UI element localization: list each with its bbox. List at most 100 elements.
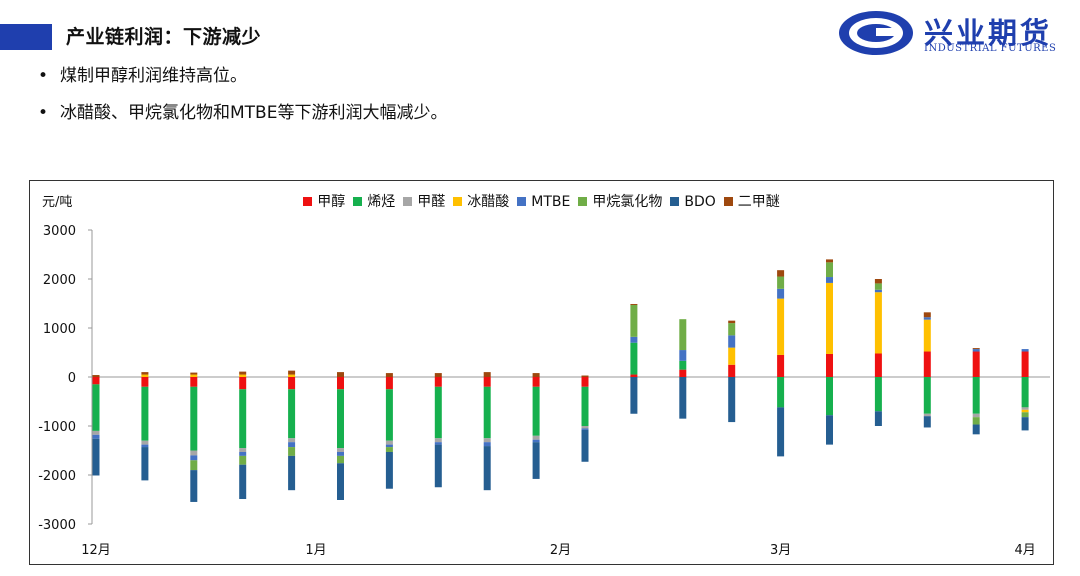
bar-segment: [92, 430, 100, 435]
x-tick-label: 1月: [305, 543, 326, 558]
bar-segment: [385, 373, 393, 377]
bar-segment: [1021, 412, 1029, 418]
bar-segment: [874, 279, 882, 284]
bar-segment: [826, 277, 833, 283]
legend-swatch: [403, 197, 413, 206]
legend-item: MTBE: [517, 194, 570, 210]
bar-segment: [434, 386, 442, 439]
bar-segment: [630, 374, 638, 377]
bar-segment: [1021, 407, 1029, 410]
bar-segment: [532, 373, 540, 377]
bar-segment: [434, 444, 442, 488]
bar-segment: [923, 319, 931, 352]
y-tick-label: 0: [68, 371, 76, 386]
bar-segment: [1021, 351, 1029, 377]
legend-swatch: [670, 197, 680, 206]
bar-segment: [483, 438, 491, 443]
bar-segment: [385, 389, 393, 441]
bar-segment: [141, 374, 149, 377]
bar-segment: [92, 375, 100, 377]
legend-swatch: [517, 197, 527, 206]
bar-segment: [1021, 417, 1029, 431]
bar-segment: [728, 347, 736, 365]
bar-segment: [434, 442, 442, 445]
bar-segment: [239, 451, 247, 456]
bar-segment: [972, 377, 980, 414]
bar-segment: [434, 377, 442, 387]
bar-segment: [728, 364, 736, 377]
x-tick-label: 12月: [81, 543, 111, 558]
bar-segment: [777, 377, 785, 408]
bar-segment: [1021, 349, 1029, 352]
company-logo: 兴业期货 INDUSTRIAL FUTURES: [836, 8, 1072, 58]
bar-segment: [288, 438, 296, 443]
bar-segment: [288, 370, 296, 375]
bar-segment: [92, 377, 100, 385]
bar-segment: [337, 377, 344, 390]
bar-segment: [972, 424, 980, 435]
bar-segment: [679, 377, 687, 419]
bar-segment: [874, 353, 882, 377]
bullet-text: 冰醋酸、甲烷氯化物和MTBE等下游利润大幅减少。: [60, 103, 448, 123]
bar-segment: [923, 416, 931, 428]
bar-segment: [483, 446, 491, 491]
legend-label: 二甲醚: [737, 194, 780, 210]
bar-segment: [92, 438, 100, 476]
y-axis-label: 元/吨: [42, 195, 73, 210]
legend-item: 二甲醚: [723, 191, 780, 211]
bar-segment: [777, 407, 785, 457]
bullet-item: • 冰醋酸、甲烷氯化物和MTBE等下游利润大幅减少。: [38, 103, 448, 123]
bar-segment: [874, 411, 882, 426]
bar-segment: [385, 447, 393, 452]
bar-segment: [532, 442, 540, 479]
bar-segment: [826, 377, 833, 416]
bar-segment: [874, 283, 882, 290]
y-tick-label: 3000: [43, 224, 76, 239]
bar-segment: [337, 463, 344, 500]
bar-segment: [337, 455, 344, 464]
bar-segment: [239, 377, 247, 390]
bar-segment: [239, 374, 247, 377]
chart-frame: 元/吨 甲醇 烯烃 甲醛 冰醋酸 MTBE 甲烷氯化物 BDO 二甲醚 -3000 -2000-…: [29, 180, 1054, 565]
bar-segment: [826, 262, 833, 278]
bar-segment: [630, 377, 638, 414]
bar-segment: [385, 444, 393, 448]
bar-segment: [1021, 377, 1029, 408]
bar-segment: [679, 360, 687, 370]
bar-segment: [679, 369, 687, 377]
bar-segment: [923, 413, 931, 417]
bar-segment: [923, 351, 931, 377]
y-tick-label: -2000: [38, 469, 76, 484]
bar-segment: [190, 377, 198, 387]
legend-swatch: [353, 197, 363, 206]
bar-segment: [434, 438, 442, 443]
chart-legend: 甲醇 烯烃 甲醛 冰醋酸 MTBE 甲烷氯化物 BDO 二甲醚: [30, 191, 1053, 211]
bar-segment: [874, 377, 882, 412]
bar-segment: [288, 374, 296, 377]
bar-segment: [630, 303, 638, 305]
bar-segment: [581, 429, 589, 462]
bar-segment: [777, 298, 785, 355]
bar-segment: [190, 372, 198, 375]
bar-segment: [728, 323, 736, 336]
bar-segment: [581, 375, 589, 377]
bar-segment: [728, 377, 736, 423]
bullet-item: • 煤制甲醇利润维持高位。: [38, 66, 247, 86]
bar-segment: [141, 386, 149, 441]
bar-segment: [141, 444, 149, 448]
bar-segment: [826, 415, 833, 445]
bar-segment: [972, 348, 980, 350]
bar-segment: [288, 377, 296, 390]
bar-segment: [826, 353, 833, 377]
bar-segment: [141, 377, 149, 387]
y-tick-label: 2000: [43, 273, 76, 288]
bar-segment: [483, 377, 491, 387]
x-tick-label: 3月: [770, 543, 791, 558]
bar-segment: [923, 377, 931, 414]
bar-segment: [679, 350, 687, 361]
bar-segment: [777, 270, 785, 277]
stacked-bar-chart: -3000 -2000 -1000 0 1000 2000 3000 12月 1月 2月 3月 4月: [38, 224, 1050, 558]
bar-segment: [777, 276, 785, 289]
bar-segment: [92, 384, 100, 431]
logo-emblem-icon: [839, 11, 913, 55]
